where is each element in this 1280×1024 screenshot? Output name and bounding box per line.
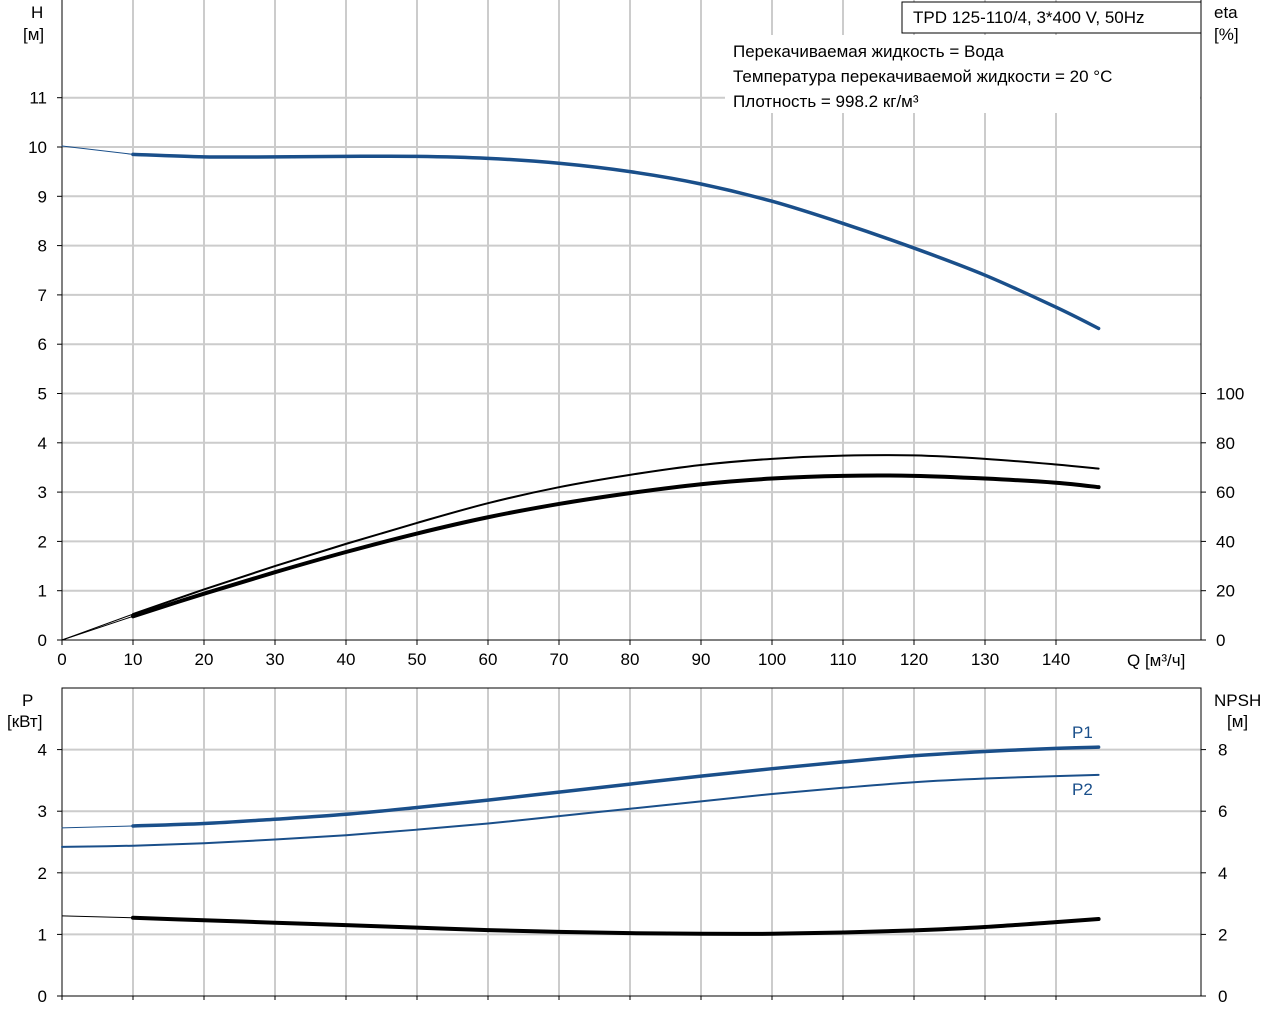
p-axis-label: P bbox=[22, 691, 33, 710]
p2-curve-2 bbox=[61, 773, 1100, 848]
npsh-tick-label: 4 bbox=[1218, 864, 1227, 883]
eta-tick-label: 20 bbox=[1216, 582, 1235, 601]
h-tick-label: 4 bbox=[38, 434, 47, 453]
q-tick-label: 90 bbox=[692, 650, 711, 669]
q-tick-label: 10 bbox=[124, 650, 143, 669]
q-tick-label: 50 bbox=[408, 650, 427, 669]
h-tick-label: 2 bbox=[38, 532, 47, 551]
h-tick-label: 3 bbox=[38, 483, 47, 502]
eta-curve-5 bbox=[61, 615, 134, 641]
h-curve-0 bbox=[131, 152, 1101, 331]
p1-curve-0 bbox=[131, 745, 1101, 828]
h-tick-label: 9 bbox=[38, 187, 47, 206]
npsh-axis-label: NPSH bbox=[1214, 691, 1261, 710]
h-tick-label: 8 bbox=[38, 237, 47, 256]
npsh-tick-label: 0 bbox=[1218, 987, 1227, 1006]
top-chart-frame bbox=[61, 0, 1202, 641]
q-tick-label: 60 bbox=[479, 650, 498, 669]
q-tick-label: 30 bbox=[266, 650, 285, 669]
q-tick-label: 130 bbox=[971, 650, 999, 669]
p-tick-label: 1 bbox=[38, 925, 47, 944]
eta-axis-unit: [%] bbox=[1214, 25, 1239, 44]
liquid-info-box bbox=[725, 35, 1200, 113]
h-tick-label: 5 bbox=[38, 385, 47, 404]
eta-curve-3 bbox=[131, 473, 1101, 619]
q-tick-label: 140 bbox=[1042, 650, 1070, 669]
eta-tick-label: 0 bbox=[1216, 631, 1225, 650]
eta-tick-label: 100 bbox=[1216, 385, 1244, 404]
h-tick-label: 11 bbox=[29, 89, 47, 108]
npsh-tick-label: 2 bbox=[1218, 925, 1227, 944]
q-tick-label: 80 bbox=[621, 650, 640, 669]
npsh-tick-label: 6 bbox=[1218, 802, 1227, 821]
bottom-chart-frame bbox=[61, 687, 1202, 997]
npsh-axis-unit: [м] bbox=[1227, 712, 1248, 731]
q-tick-label: 0 bbox=[57, 650, 66, 669]
p-tick-label: 4 bbox=[38, 741, 47, 760]
h-curve-1 bbox=[61, 145, 134, 155]
eta-tick-label: 60 bbox=[1216, 483, 1235, 502]
h-tick-label: 1 bbox=[38, 582, 47, 601]
h-tick-label: 0 bbox=[38, 631, 47, 650]
p1-series-label: P1 bbox=[1072, 723, 1093, 742]
h-axis-unit: [м] bbox=[23, 25, 44, 44]
npsh-curve-3 bbox=[131, 915, 1101, 936]
npsh-curve-4 bbox=[61, 915, 134, 919]
p-curve-1 bbox=[61, 825, 134, 829]
p2-series-label: P2 bbox=[1072, 780, 1093, 799]
q-tick-label: 110 bbox=[829, 650, 856, 669]
p-axis-unit: [кВт] bbox=[7, 712, 42, 731]
eta-curve-2 bbox=[132, 454, 1100, 616]
eta-tick-label: 40 bbox=[1216, 532, 1235, 551]
p-tick-label: 3 bbox=[38, 802, 47, 821]
q-axis-label: Q [м³/ч] bbox=[1127, 651, 1185, 670]
q-tick-label: 70 bbox=[550, 650, 569, 669]
h-tick-label: 6 bbox=[38, 335, 47, 354]
bottom-chart-grid bbox=[62, 688, 1201, 996]
h-tick-label: 10 bbox=[28, 138, 47, 157]
p-tick-label: 0 bbox=[38, 987, 47, 1006]
q-tick-label: 40 bbox=[337, 650, 356, 669]
curves bbox=[61, 145, 1101, 936]
p-tick-label: 2 bbox=[38, 864, 47, 883]
npsh-tick-label: 8 bbox=[1218, 741, 1227, 760]
liquid-label: Перекачиваемая жидкость = Вода bbox=[733, 42, 1004, 61]
density-label: Плотность = 998.2 кг/м³ bbox=[733, 92, 919, 111]
temperature-label: Температура перекачиваемой жидкости = 20… bbox=[733, 67, 1112, 86]
q-tick-label: 20 bbox=[195, 650, 214, 669]
h-axis-label: H bbox=[31, 3, 43, 22]
q-tick-label: 100 bbox=[758, 650, 786, 669]
eta-axis-label: eta bbox=[1214, 3, 1238, 22]
pump-model-label: TPD 125-110/4, 3*400 V, 50Hz bbox=[913, 8, 1145, 27]
pump-model-box bbox=[901, 1, 1202, 34]
q-tick-label: 120 bbox=[900, 650, 928, 669]
h-tick-label: 7 bbox=[38, 286, 47, 305]
eta-tick-label: 80 bbox=[1216, 434, 1235, 453]
